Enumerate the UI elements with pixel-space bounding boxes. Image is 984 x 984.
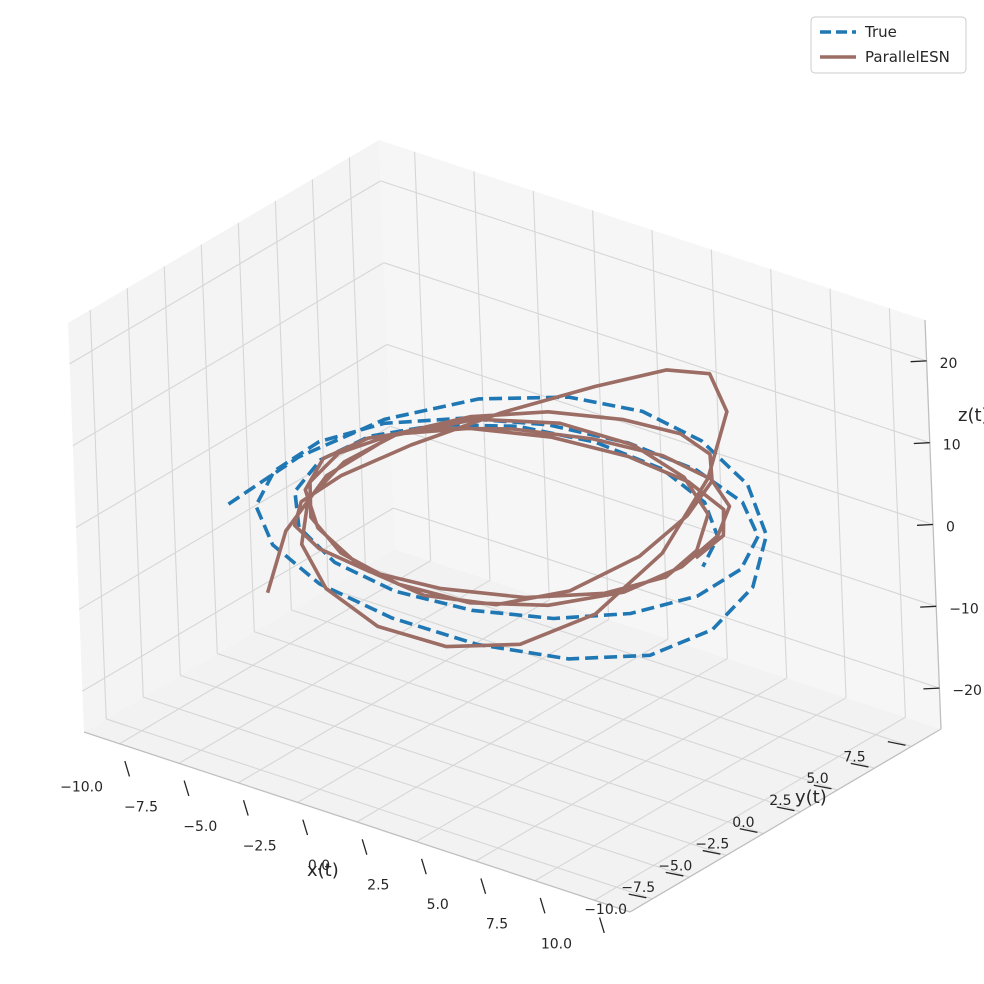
y-axis-tick-label: 2.5	[769, 793, 791, 809]
y-axis-tick	[887, 740, 906, 746]
back-grid-z	[393, 507, 940, 689]
y-axis-tick	[665, 871, 684, 877]
floor-grid-y	[217, 653, 764, 835]
left-grid-z	[78, 425, 391, 610]
z-axis-ticks: −20 −10 0 10 20	[910, 356, 982, 699]
x-axis-tick-label: 0.0	[308, 858, 330, 874]
y-axis-tick-label: 0.0	[732, 815, 754, 831]
legend: True ParallelESN	[810, 16, 967, 74]
x-axis-tick	[420, 858, 427, 875]
y-axis-tick-label: −7.5	[621, 880, 655, 896]
floor-grid-y	[180, 674, 727, 856]
floor-grid-y	[291, 609, 838, 791]
floor-grid-y	[254, 631, 801, 813]
legend-frame	[810, 16, 967, 74]
y-axis-tick	[739, 828, 758, 834]
x-axis-ticks: −10.0 −7.5 −5.0 −2.5 0.0 2.5 5.0 7.5 10.0	[60, 760, 605, 952]
left-grid-z	[72, 262, 385, 447]
x-axis-tick-label: −5.0	[183, 819, 217, 835]
x-axis-tick	[539, 897, 546, 914]
x-axis-tick-label: 2.5	[367, 878, 389, 894]
y-axis-tick-label: −10.0	[584, 902, 627, 918]
y-axis-tick-label: 5.0	[806, 771, 828, 787]
x-axis-label: x(t)	[307, 860, 339, 881]
floor-grid-x	[238, 599, 550, 784]
x-axis-tick-label: −7.5	[124, 799, 158, 815]
series-line-parallelesn	[265, 368, 732, 649]
z-axis-tick-label: −20	[952, 683, 982, 699]
z-axis-tick	[923, 687, 940, 690]
x-axis-tick	[183, 780, 190, 797]
plot-curves	[227, 368, 769, 661]
floor-grid-x	[178, 579, 491, 764]
y-axis-tick	[776, 806, 795, 812]
y-axis-ticks: −10.0 −7.5−5.0−2.50.0 2.5 5.0 7.5	[584, 740, 906, 918]
x-axis-tick-label: −2.5	[243, 838, 277, 854]
floor-grid-x	[297, 618, 609, 803]
legend-label-true: True	[864, 23, 897, 41]
z-axis-label: z(t)	[958, 405, 984, 426]
z-axis-tick-label: −10	[949, 601, 979, 617]
z-axis-tick-label: 0	[946, 520, 955, 536]
floor-grid-x	[594, 716, 906, 901]
x-axis-tick-label: 7.5	[486, 917, 508, 933]
floor-grid-x	[356, 638, 669, 823]
y-axis-tick-label: −5.0	[658, 858, 692, 874]
y-axis-tick	[850, 762, 869, 768]
floor-grid-x	[534, 697, 847, 882]
floor-grid-y	[328, 587, 875, 769]
y-axis-tick	[813, 784, 832, 790]
back-grid-z	[383, 262, 930, 444]
back-grid-z	[390, 425, 937, 607]
x-axis-tick-label: 10.0	[541, 936, 572, 952]
y-axis-tick-label: 7.5	[843, 749, 865, 765]
floor-grid-y	[143, 696, 690, 878]
x-axis-tick	[480, 878, 487, 894]
z-axis-tick-label: 20	[940, 356, 958, 372]
grid-lines	[69, 151, 940, 901]
floor-grid-x	[475, 677, 787, 862]
y-axis-tick	[628, 893, 647, 899]
z-axis-tick	[920, 605, 937, 608]
y-axis-tick-label: −2.5	[695, 837, 729, 853]
y-axis-label: y(t)	[795, 787, 827, 808]
z-axis-tick-label: 10	[943, 438, 961, 454]
x-axis-tick	[361, 839, 368, 855]
y-axis-line	[629, 728, 942, 913]
floor-grid-x	[119, 560, 431, 745]
floor-grid-y	[365, 565, 912, 747]
back-grid-z	[380, 180, 927, 362]
x-axis-line	[83, 731, 631, 913]
x-axis-tick	[598, 917, 605, 934]
legend-label-parallelesn: ParallelESN	[865, 48, 950, 66]
floor-grid-x	[416, 658, 728, 843]
y-axis-tick	[702, 849, 721, 855]
back-grid-z	[386, 343, 934, 526]
x-axis-tick-label: 5.0	[427, 897, 449, 913]
z-axis-tick	[913, 442, 930, 445]
left-grid-z	[69, 180, 381, 365]
x-axis-tick	[242, 799, 249, 816]
x-axis-tick	[302, 819, 309, 836]
floor-grid-y	[106, 718, 653, 900]
left-grid-z	[75, 344, 388, 528]
x-axis-tick	[124, 760, 131, 777]
z-axis-tick	[910, 360, 927, 363]
z-axis-tick	[916, 523, 934, 526]
left-grid-z	[82, 507, 394, 692]
x-axis-tick-label: −10.0	[60, 780, 103, 796]
